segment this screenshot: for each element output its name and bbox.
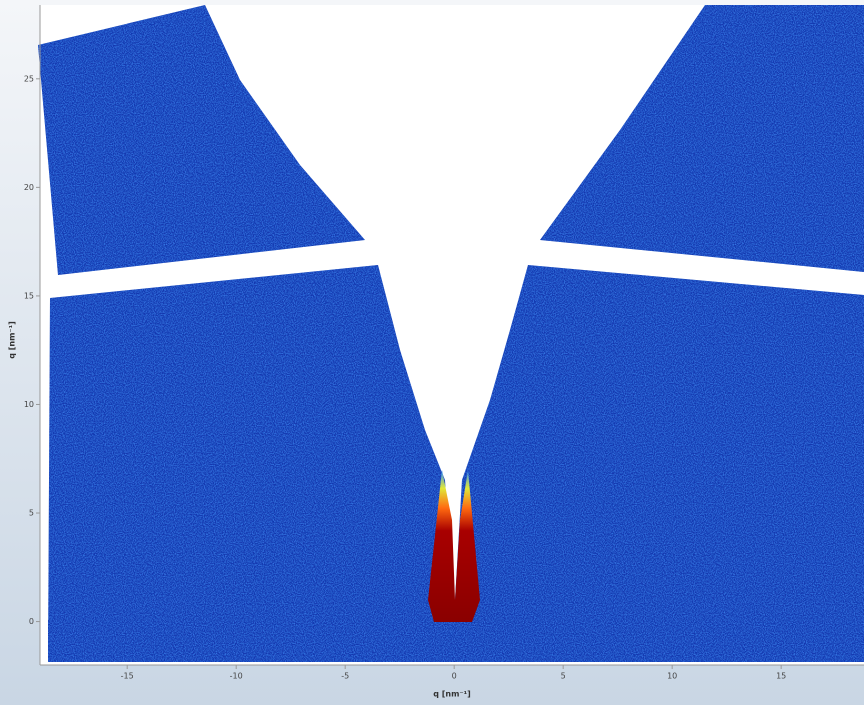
x-tick-label: 5 [561, 672, 566, 681]
y-tick-label: 20 [24, 183, 34, 192]
y-tick-label: 15 [24, 291, 34, 300]
detector-panel [48, 265, 452, 662]
y-tick-label: 5 [29, 509, 34, 518]
y-axis-label: q [nm⁻¹] [8, 321, 17, 359]
y-tick-label: 25 [24, 74, 34, 83]
x-tick-label: -15 [121, 672, 134, 681]
x-tick-label: 10 [667, 672, 677, 681]
x-axis-label: q [nm⁻¹] [433, 690, 471, 699]
x-tick-label: -10 [230, 672, 243, 681]
detector-panel [455, 265, 864, 662]
x-tick-label: 15 [776, 672, 786, 681]
x-tick-label: 0 [452, 672, 457, 681]
y-tick-label: 10 [24, 400, 34, 409]
detector-panel [48, 620, 864, 662]
x-tick-label: -5 [341, 672, 349, 681]
chart: q [nm⁻¹] q [nm⁻¹] -15 -10 -5 0 5 10 15 0 5 10 15 20… [0, 0, 864, 705]
y-tick-label: 0 [29, 617, 34, 626]
